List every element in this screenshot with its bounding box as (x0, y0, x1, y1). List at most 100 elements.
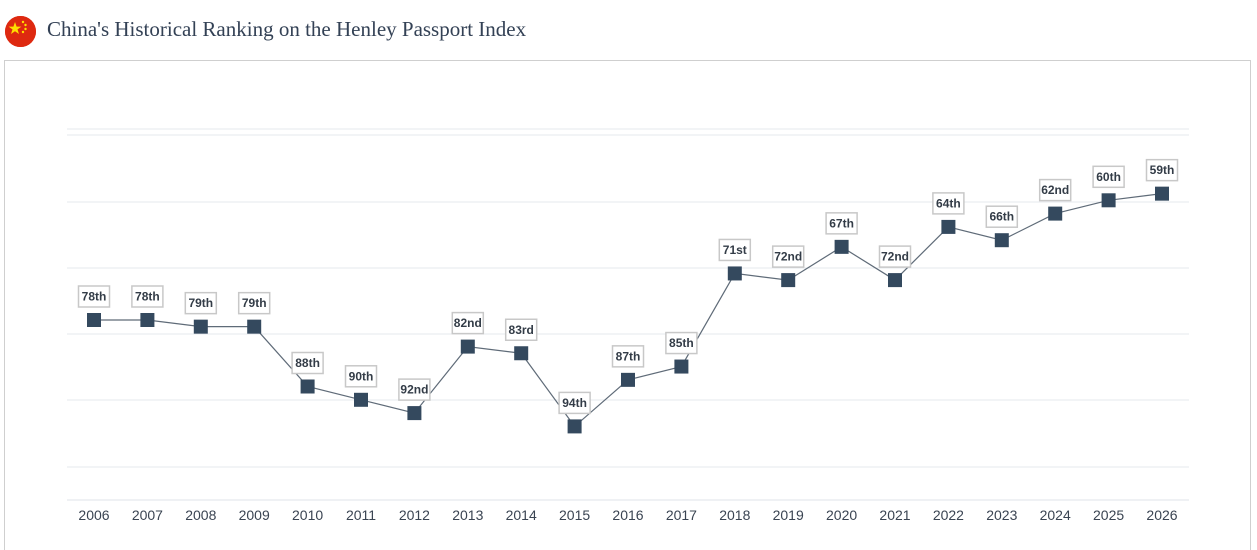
x-tick-label: 2006 (78, 507, 109, 523)
data-label-text: 94th (562, 396, 587, 410)
data-marker-2007[interactable] (140, 313, 155, 327)
data-label-box (184, 291, 218, 315)
x-tick-label: 2020 (826, 507, 857, 523)
data-label-box (451, 311, 485, 335)
data-label-box (1145, 158, 1179, 182)
data-marker-2009[interactable] (247, 319, 262, 334)
data-marker-2010[interactable] (300, 379, 315, 394)
data-label-text: 90th (349, 369, 374, 383)
x-tick-label: 2013 (452, 507, 483, 523)
x-tick-label: 2011 (346, 507, 376, 523)
data-label-text: 66th (989, 210, 1014, 224)
data-label-2022: 64th (932, 192, 965, 215)
data-label-box (932, 192, 965, 215)
x-tick-label: 2016 (612, 507, 643, 523)
data-label-box (611, 345, 645, 368)
x-tick-label: 2021 (879, 507, 910, 523)
x-tick-label: 2024 (1040, 507, 1071, 523)
data-label-2018: 71st (718, 238, 752, 262)
data-marker-2020[interactable] (834, 239, 849, 254)
x-tick-label: 2014 (506, 507, 537, 523)
data-label-text: 79th (242, 296, 267, 310)
data-marker-2013[interactable] (460, 339, 475, 354)
data-label-2017: 85th (665, 331, 698, 355)
grid-lines (67, 128, 1189, 501)
data-label-2015: 94th (558, 391, 591, 415)
data-label-2009: 79th (237, 291, 271, 315)
data-marker-2024[interactable] (1048, 206, 1063, 221)
data-marker-2014[interactable] (514, 346, 529, 361)
x-tick-label: 2008 (185, 507, 216, 523)
data-label-2020: 67th (825, 212, 858, 235)
x-tick-label: 2018 (719, 507, 750, 523)
data-label-text: 78th (82, 290, 107, 304)
data-marker-2015[interactable] (567, 419, 582, 434)
x-tick-label: 2015 (559, 507, 590, 523)
data-label-2008: 79th (184, 291, 218, 315)
data-marker-2018[interactable] (727, 266, 742, 281)
data-label-2026: 59th (1145, 158, 1179, 182)
data-marker-2017[interactable] (674, 359, 689, 374)
data-marker-2026[interactable] (1155, 186, 1169, 201)
data-label-text: 64th (936, 196, 961, 210)
data-label-2021: 72nd (878, 245, 912, 268)
data-label-2013: 82nd (451, 311, 485, 335)
data-label-box (398, 378, 431, 401)
chart-header: China's Historical Ranking on the Henley… (0, 0, 1257, 60)
data-label-text: 92nd (400, 383, 428, 397)
data-marker-2022[interactable] (941, 219, 956, 234)
data-marker-2019[interactable] (781, 273, 796, 288)
data-markers (87, 186, 1169, 434)
data-label-2016: 87th (611, 345, 645, 368)
data-label-2011: 90th (344, 365, 378, 388)
data-label-box (291, 351, 324, 375)
data-label-2019: 72nd (771, 245, 805, 268)
data-label-box (771, 245, 805, 268)
data-labels: 78th 78th 79th 79th 88th 90th 92nd 82nd 83rd 94th… (77, 158, 1179, 415)
data-label-box (504, 318, 538, 341)
data-marker-2008[interactable] (193, 319, 208, 334)
x-tick-label: 2010 (292, 507, 323, 523)
chart-title: China's Historical Ranking on the Henley… (47, 17, 527, 41)
data-label-text: 72nd (774, 250, 802, 264)
data-label-text: 60th (1096, 170, 1121, 184)
data-label-text: 88th (295, 356, 320, 370)
data-marker-2011[interactable] (354, 392, 368, 407)
data-label-2014: 83rd (504, 318, 538, 341)
data-marker-2021[interactable] (888, 273, 902, 288)
data-label-text: 71st (723, 243, 747, 257)
data-label-box (825, 212, 858, 235)
x-tick-label: 2009 (239, 507, 270, 523)
data-marker-2016[interactable] (621, 372, 635, 387)
data-marker-2023[interactable] (994, 233, 1009, 248)
data-label-box (131, 285, 164, 308)
x-tick-label: 2007 (132, 507, 163, 523)
data-label-text: 79th (188, 296, 213, 310)
data-label-text: 87th (616, 349, 641, 363)
data-label-text: 59th (1150, 163, 1175, 177)
x-tick-label: 2012 (399, 507, 430, 523)
x-tick-label: 2023 (986, 507, 1017, 523)
data-marker-2025[interactable] (1101, 193, 1116, 208)
x-axis-ticks: 2006 2007 2008 2009 2010 2011 2012 2013 2014 2015… (78, 507, 1177, 523)
data-label-2025: 60th (1092, 165, 1125, 189)
data-label-2023: 66th (985, 205, 1019, 228)
data-label-2006: 78th (77, 285, 111, 308)
data-marker-2012[interactable] (407, 406, 422, 421)
data-marker-2006[interactable] (87, 313, 101, 327)
x-tick-label: 2017 (666, 507, 697, 523)
data-label-2007: 78th (131, 285, 164, 308)
data-label-box (878, 245, 912, 268)
x-tick-label: 2025 (1093, 507, 1124, 523)
data-label-box (665, 331, 698, 355)
data-label-text: 82nd (454, 316, 482, 330)
data-label-2024: 62nd (1038, 178, 1072, 202)
data-label-box (1092, 165, 1125, 189)
data-label-box (1038, 178, 1072, 202)
data-label-text: 83rd (509, 323, 534, 337)
data-label-text: 85th (669, 336, 694, 350)
data-label-box (985, 205, 1019, 228)
data-label-text: 72nd (881, 250, 909, 264)
data-label-box (237, 291, 271, 315)
